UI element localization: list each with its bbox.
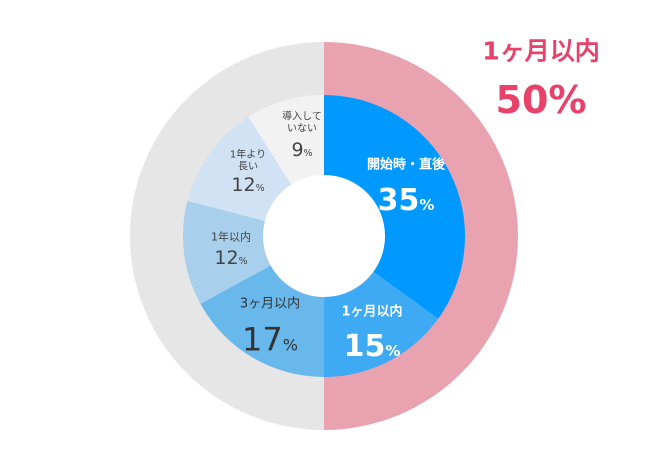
slice-value: 12% [231, 174, 265, 197]
inner-slice-3 [183, 200, 271, 304]
outer-ring-segment-0 [324, 42, 518, 430]
inner-slice-2 [200, 265, 324, 377]
slice-label: 1ヶ月以内 [341, 304, 403, 320]
slice-value: 35% [377, 182, 435, 218]
slice-label: 開始時・直後 [366, 157, 446, 173]
inner-slice-5 [248, 95, 324, 185]
slice-label: 導入していない [282, 111, 322, 135]
inner-slice-4 [187, 116, 292, 221]
outer-ring-segment-1 [130, 42, 324, 430]
inner-slice-0 [324, 95, 465, 319]
slice-label: 1年より長い [229, 149, 267, 173]
annotation-label: 1ヶ月以内 [482, 36, 600, 66]
slice-value: 15% [343, 328, 401, 364]
slice-value: 9% [291, 139, 313, 162]
inner-slice-1 [324, 271, 439, 377]
slice-label: 3ヶ月以内 [239, 296, 301, 312]
slice-label: 1年以内 [211, 230, 251, 244]
slice-value: 12% [214, 247, 248, 270]
slice-value: 17% [242, 320, 298, 359]
annotation-value: 50% [495, 78, 587, 123]
